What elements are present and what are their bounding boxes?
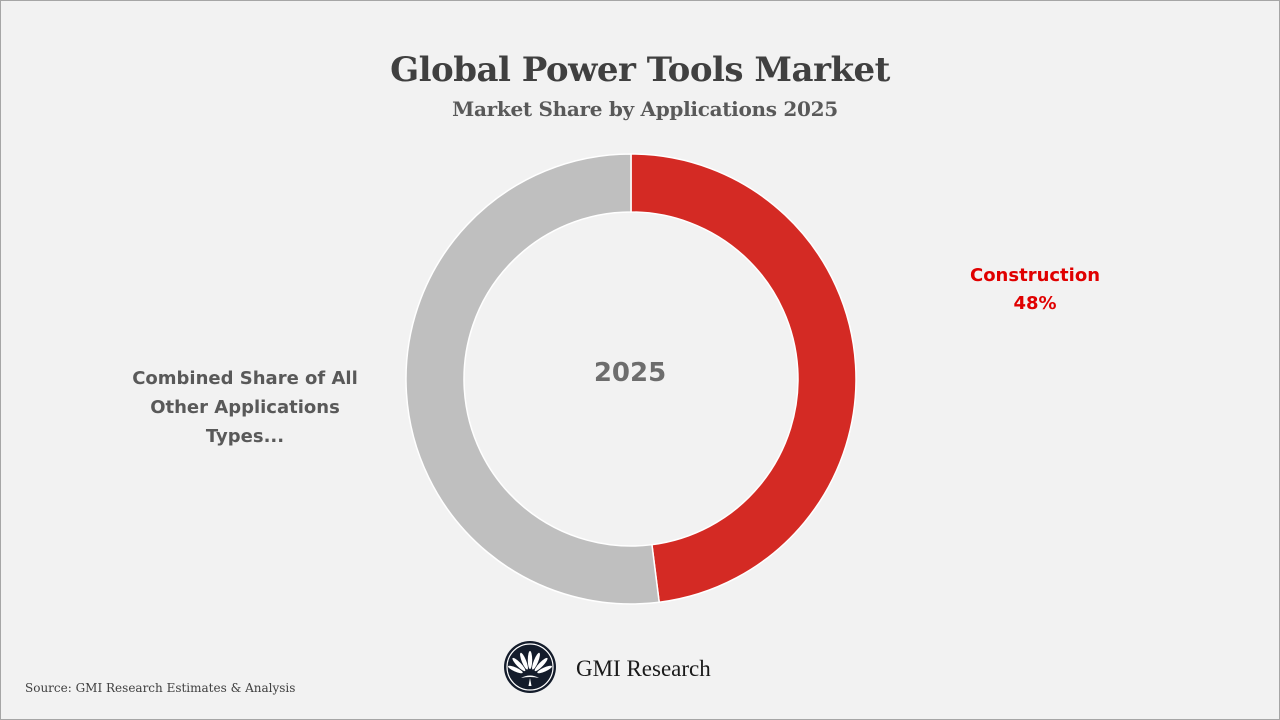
donut-slice-construction: [630, 153, 857, 604]
chart-subtitle: Market Share by Applications 2025: [452, 97, 838, 121]
donut-slice-other-applications: [405, 153, 661, 605]
other-line-1: Combined Share of All: [132, 368, 358, 389]
donut-center-label: 2025: [593, 358, 667, 388]
brand-name: GMI Research: [576, 656, 711, 681]
donut-slices: [405, 153, 857, 605]
gmi-fan-logo-icon: [504, 641, 556, 693]
data-label-other-applications: Combined Share of All Other Applications…: [120, 364, 370, 451]
data-label-construction: Construction 48%: [950, 262, 1120, 318]
chart-title: Global Power Tools Market: [390, 50, 890, 90]
other-line-2: Other Applications: [150, 397, 340, 418]
source-note: Source: GMI Research Estimates & Analysi…: [25, 681, 296, 695]
other-line-3: Types...: [205, 426, 285, 447]
construction-value: 48%: [1013, 293, 1057, 314]
construction-name: Construction: [969, 265, 1101, 286]
